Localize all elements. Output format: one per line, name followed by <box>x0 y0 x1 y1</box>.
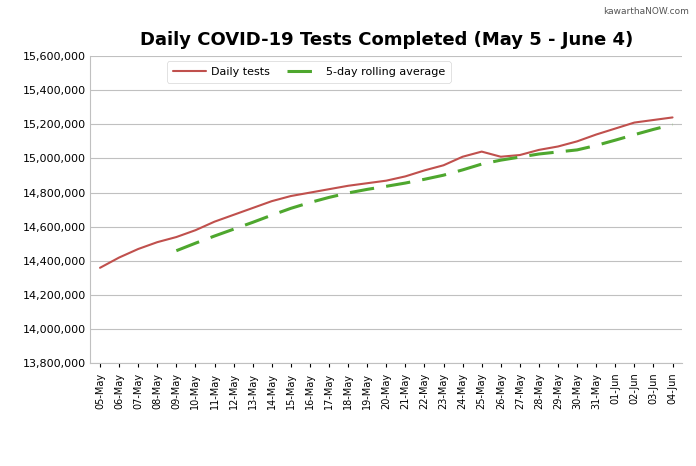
Daily tests <box>191 227 200 233</box>
Daily tests <box>306 190 314 195</box>
5-day rolling average <box>325 195 333 200</box>
5-day rolling average <box>649 127 658 132</box>
Daily tests <box>401 174 409 179</box>
Daily tests <box>516 152 524 158</box>
5-day rolling average <box>267 212 276 218</box>
Line: Daily tests: Daily tests <box>100 117 672 268</box>
Daily tests <box>382 178 390 184</box>
Daily tests <box>668 115 677 120</box>
5-day rolling average <box>554 149 562 155</box>
Daily tests <box>210 219 219 225</box>
5-day rolling average <box>573 147 581 153</box>
Daily tests <box>115 255 123 260</box>
5-day rolling average <box>191 240 200 246</box>
5-day rolling average <box>230 226 238 232</box>
5-day rolling average <box>439 172 448 178</box>
5-day rolling average <box>210 233 219 239</box>
Title: Daily COVID-19 Tests Completed (May 5 - June 4): Daily COVID-19 Tests Completed (May 5 - … <box>140 31 633 49</box>
Daily tests <box>134 246 143 252</box>
Daily tests <box>325 186 333 192</box>
Daily tests <box>497 154 505 159</box>
5-day rolling average <box>535 151 543 157</box>
5-day rolling average <box>382 184 390 189</box>
Daily tests <box>344 183 352 189</box>
Daily tests <box>439 163 448 168</box>
5-day rolling average <box>516 154 524 160</box>
5-day rolling average <box>611 137 619 143</box>
Line: 5-day rolling average: 5-day rolling average <box>176 124 672 251</box>
Text: kawarthaNOW.com: kawarthaNOW.com <box>603 7 689 16</box>
5-day rolling average <box>497 158 505 163</box>
Daily tests <box>630 120 638 125</box>
5-day rolling average <box>344 190 352 196</box>
Daily tests <box>287 193 295 199</box>
5-day rolling average <box>459 167 467 173</box>
5-day rolling average <box>363 186 372 192</box>
Daily tests <box>153 240 161 245</box>
Daily tests <box>535 147 543 153</box>
5-day rolling average <box>630 132 638 137</box>
5-day rolling average <box>172 248 180 254</box>
Daily tests <box>248 205 257 211</box>
Daily tests <box>267 199 276 204</box>
5-day rolling average <box>477 161 486 167</box>
Daily tests <box>649 117 658 123</box>
Daily tests <box>96 265 104 271</box>
Daily tests <box>592 132 601 137</box>
Daily tests <box>611 126 619 131</box>
5-day rolling average <box>420 177 429 182</box>
5-day rolling average <box>306 200 314 206</box>
5-day rolling average <box>668 122 677 127</box>
5-day rolling average <box>248 219 257 225</box>
Daily tests <box>459 154 467 159</box>
Daily tests <box>230 212 238 218</box>
Daily tests <box>363 180 372 186</box>
Daily tests <box>477 149 486 154</box>
5-day rolling average <box>401 180 409 186</box>
Legend: Daily tests, 5-day rolling average: Daily tests, 5-day rolling average <box>167 62 451 82</box>
Daily tests <box>420 168 429 173</box>
Daily tests <box>172 234 180 240</box>
Daily tests <box>573 138 581 144</box>
Daily tests <box>554 144 562 149</box>
5-day rolling average <box>287 206 295 211</box>
5-day rolling average <box>592 143 601 148</box>
